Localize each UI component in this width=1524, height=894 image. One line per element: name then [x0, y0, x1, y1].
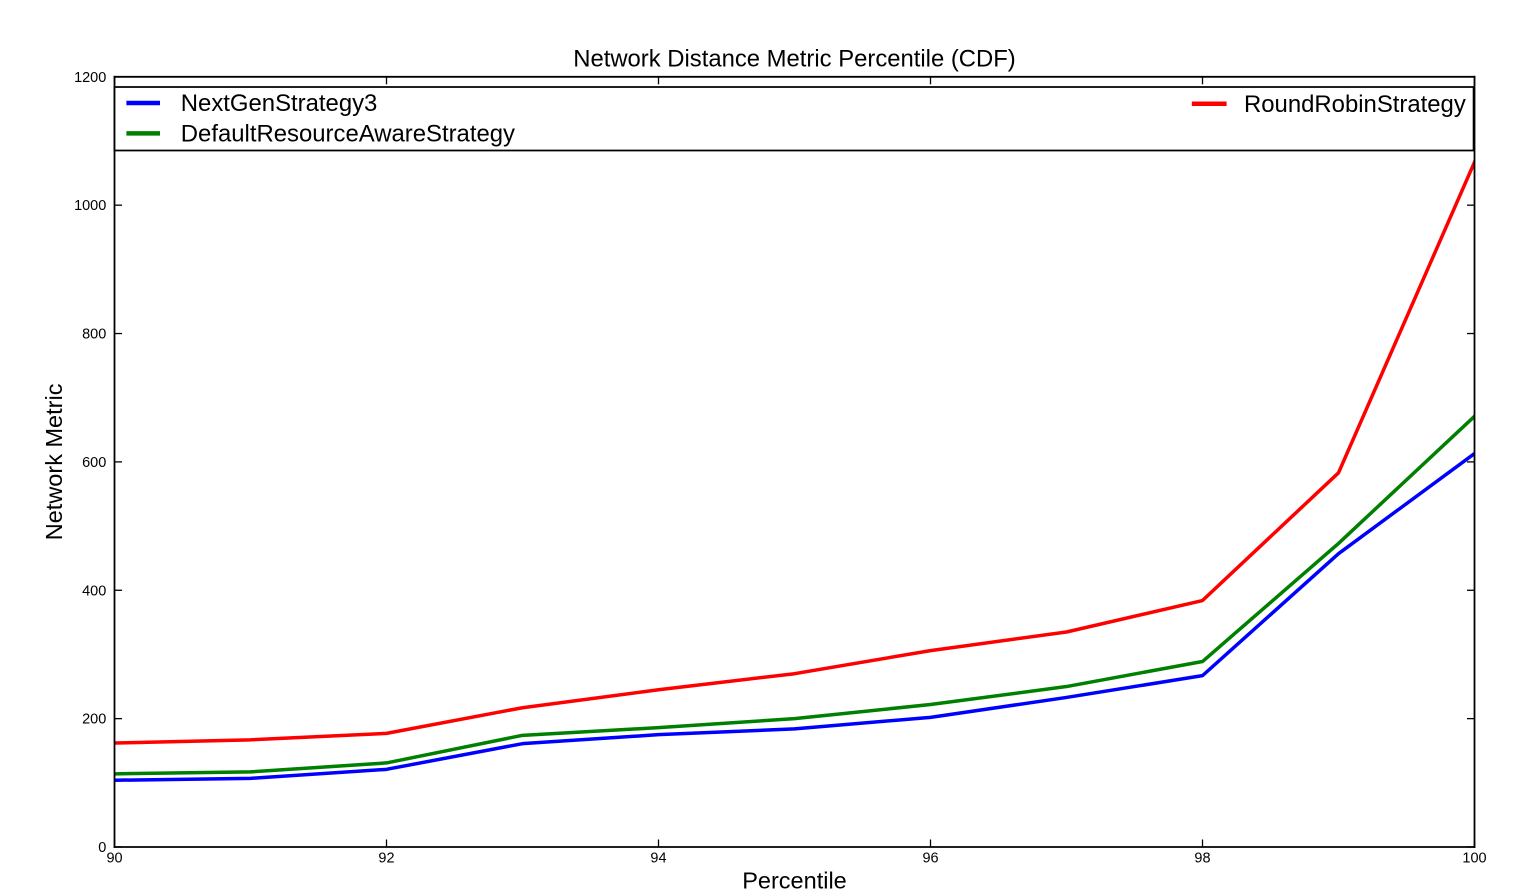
- svg-text:98: 98: [1194, 851, 1210, 867]
- svg-text:Percentile: Percentile: [742, 868, 847, 894]
- svg-text:94: 94: [650, 851, 666, 867]
- svg-text:92: 92: [378, 851, 394, 867]
- svg-text:600: 600: [82, 455, 106, 471]
- svg-text:400: 400: [82, 583, 106, 599]
- svg-text:90: 90: [106, 851, 122, 867]
- svg-text:1200: 1200: [74, 70, 106, 86]
- svg-text:100: 100: [1462, 851, 1486, 867]
- svg-text:DefaultResourceAwareStrategy: DefaultResourceAwareStrategy: [181, 121, 515, 148]
- svg-text:NextGenStrategy3: NextGenStrategy3: [181, 90, 378, 117]
- svg-text:800: 800: [82, 327, 106, 343]
- svg-text:96: 96: [922, 851, 938, 867]
- svg-text:0: 0: [98, 840, 106, 856]
- svg-text:Network Distance Metric Percen: Network Distance Metric Percentile (CDF): [573, 45, 1016, 72]
- svg-text:200: 200: [82, 712, 106, 728]
- svg-text:RoundRobinStrategy: RoundRobinStrategy: [1244, 91, 1466, 118]
- svg-text:Network Metric: Network Metric: [41, 383, 67, 540]
- svg-text:1000: 1000: [74, 198, 106, 214]
